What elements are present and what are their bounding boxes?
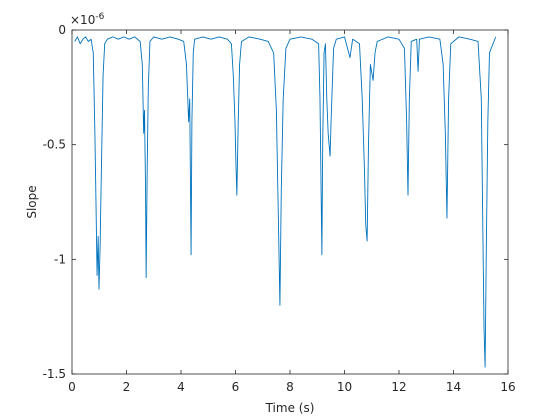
y-tick-label: -0.5 (43, 138, 66, 152)
x-tick-label: 2 (123, 380, 131, 394)
y-tick-label: 0 (58, 23, 66, 37)
y-tick-label: -1.5 (43, 367, 66, 381)
x-axis-label: Time (s) (265, 401, 315, 415)
axis-exponent: ×10-6 (70, 12, 105, 27)
x-tick-label: 12 (391, 380, 406, 394)
data-line (74, 36, 497, 368)
x-tick-label: 6 (232, 380, 240, 394)
x-tick-label: 4 (177, 380, 185, 394)
x-tick-label: 8 (286, 380, 294, 394)
y-tick-label: -1 (54, 252, 66, 266)
plot-area (71, 29, 509, 375)
exponent-power: -6 (95, 12, 104, 22)
exponent-base: ×10 (70, 13, 95, 27)
y-axis-label: Slope (25, 185, 39, 218)
x-tick-label: 14 (446, 380, 461, 394)
x-tick-label: 16 (500, 380, 515, 394)
x-tick-label: 10 (337, 380, 352, 394)
x-tick-label: 0 (68, 380, 76, 394)
